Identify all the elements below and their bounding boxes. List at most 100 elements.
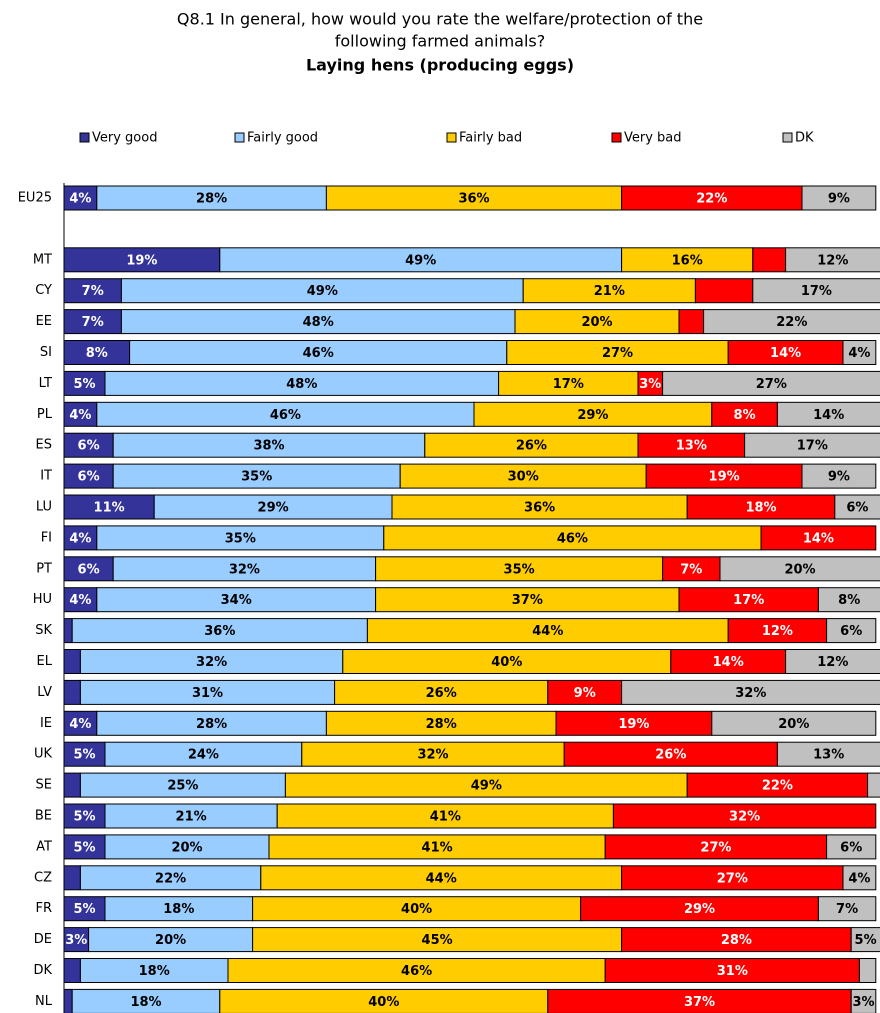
- data-label: 49%: [307, 284, 338, 299]
- y-tick-label: PL: [37, 407, 53, 422]
- bar-segment: [79, 649, 344, 674]
- data-label: 4%: [69, 408, 91, 423]
- bar-segment: [727, 340, 844, 365]
- bar-segment: [842, 865, 877, 891]
- y-tick-label: FI: [41, 530, 52, 545]
- bar-segment: [63, 927, 90, 953]
- bar-segment: [785, 649, 880, 674]
- data-label: 26%: [516, 439, 547, 454]
- data-label: 13%: [676, 439, 707, 454]
- data-label: 5%: [855, 933, 877, 948]
- data-label: 7%: [836, 902, 858, 917]
- y-tick-label: IE: [40, 716, 52, 731]
- data-label: 17%: [553, 377, 584, 392]
- legend-swatch: [611, 132, 622, 143]
- bar-segment: [817, 587, 880, 613]
- bar-segment: [63, 432, 114, 458]
- y-tick-label: NL: [35, 994, 53, 1009]
- y-tick-label: IT: [40, 469, 52, 484]
- data-label: 21%: [176, 810, 207, 825]
- legend-swatch: [234, 132, 245, 143]
- data-label: 24%: [188, 748, 219, 763]
- data-label: 5%: [73, 748, 95, 763]
- data-label: 22%: [696, 192, 727, 207]
- bar-segment: [88, 927, 254, 953]
- data-label: 9%: [828, 470, 850, 485]
- bar-segment: [826, 834, 877, 860]
- bar-segment: [776, 401, 880, 427]
- data-label: 7%: [82, 315, 104, 330]
- data-label: 45%: [422, 933, 453, 948]
- data-label: 4%: [69, 593, 91, 608]
- bar-segment: [850, 988, 877, 1013]
- bar-segment: [473, 401, 713, 427]
- bar-segment: [752, 247, 787, 273]
- bar-segment: [112, 556, 377, 582]
- bar-segment: [375, 556, 664, 582]
- bar-segment: [63, 834, 106, 860]
- bar-segment: [678, 309, 705, 335]
- y-tick-label: DE: [34, 932, 52, 947]
- y-tick-label: CY: [35, 283, 52, 298]
- bar-segment: [63, 865, 81, 891]
- y-tick-label: UK: [34, 747, 53, 762]
- bar-segment: [621, 927, 852, 953]
- data-label: 28%: [426, 717, 457, 732]
- data-label: 20%: [171, 840, 202, 855]
- bar-segment: [96, 401, 475, 427]
- data-label: 19%: [126, 253, 157, 268]
- data-label: 18%: [163, 902, 194, 917]
- data-label: 28%: [196, 717, 227, 732]
- legend-label: Fairly bad: [459, 131, 522, 146]
- y-tick-label: DK: [33, 963, 52, 978]
- data-label: 28%: [721, 933, 752, 948]
- data-label: 14%: [713, 655, 744, 670]
- bar-segment: [621, 679, 880, 705]
- data-label: 35%: [241, 470, 272, 485]
- data-label: 4%: [848, 871, 870, 886]
- y-tick-label: LV: [37, 685, 52, 700]
- y-tick-label: ES: [36, 438, 52, 453]
- bar-segment: [744, 432, 880, 458]
- data-label: 26%: [655, 748, 686, 763]
- bar-segment: [96, 587, 377, 613]
- data-label: 32%: [229, 562, 260, 577]
- data-label: 36%: [458, 192, 489, 207]
- bar-segment: [703, 309, 880, 335]
- data-label: 34%: [221, 593, 252, 608]
- data-label: 22%: [776, 315, 807, 330]
- bar-segment: [678, 587, 819, 613]
- data-label: 31%: [192, 686, 223, 701]
- data-label: 4%: [69, 531, 91, 546]
- bar-segment: [366, 618, 729, 644]
- data-label: 3%: [639, 377, 661, 392]
- data-label: 16%: [672, 253, 703, 268]
- bar-segment: [63, 463, 114, 489]
- bar-segment: [63, 710, 98, 736]
- bar-segment: [153, 494, 393, 520]
- data-label: 41%: [430, 810, 461, 825]
- bar-segment: [719, 556, 880, 582]
- bar-segment: [63, 556, 114, 582]
- bar-segment: [104, 834, 270, 860]
- y-tick-label: CZ: [34, 870, 52, 885]
- legend-swatch: [782, 132, 793, 143]
- bar-segment: [260, 865, 623, 891]
- bar-segment: [63, 958, 81, 983]
- bar-segment: [522, 278, 696, 304]
- bar-segment: [604, 834, 828, 860]
- bar-segment: [498, 370, 639, 396]
- bar-segment: [801, 463, 877, 489]
- bar-segment: [63, 370, 106, 396]
- data-label: 6%: [840, 624, 862, 639]
- bar-segment: [424, 432, 639, 458]
- bar-segment: [842, 340, 877, 365]
- bar-segment: [383, 525, 762, 551]
- data-label: 29%: [258, 501, 289, 516]
- bar-segment: [63, 401, 98, 427]
- legend-swatch: [446, 132, 457, 143]
- data-label: 5%: [73, 840, 95, 855]
- data-label: 40%: [491, 655, 522, 670]
- chart-title: Q8.1 In general, how would you rate the …: [177, 10, 703, 29]
